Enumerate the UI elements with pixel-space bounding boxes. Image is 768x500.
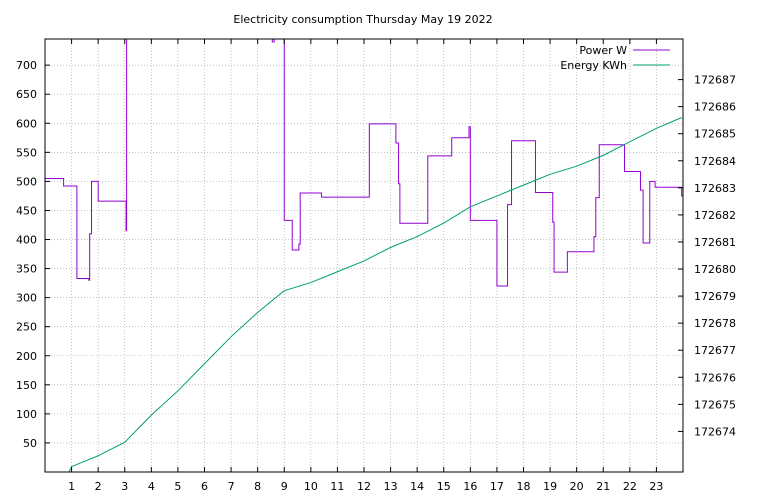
y2-tick-label: 172674 xyxy=(694,425,736,438)
y2-tick-label: 172679 xyxy=(694,290,736,303)
y-tick-label: 300 xyxy=(16,292,37,305)
x-tick-label: 6 xyxy=(201,480,208,493)
y-tick-label: 650 xyxy=(16,88,37,101)
y2-tick-label: 172678 xyxy=(694,317,736,330)
x-tick-label: 23 xyxy=(649,480,663,493)
x-tick-label: 1 xyxy=(68,480,75,493)
y-tick-label: 250 xyxy=(16,321,37,334)
y-tick-label: 700 xyxy=(16,59,37,72)
x-tick-label: 2 xyxy=(95,480,102,493)
x-tick-label: 11 xyxy=(330,480,344,493)
y2-tick-label: 172681 xyxy=(694,236,736,249)
x-tick-label: 15 xyxy=(437,480,451,493)
series-layer xyxy=(45,38,683,473)
series-line-energy-kwh xyxy=(68,117,682,473)
x-tick-label: 21 xyxy=(596,480,610,493)
y-tick-label: 350 xyxy=(16,263,37,276)
y2-tick-label: 172687 xyxy=(694,74,736,87)
y-tick-label: 550 xyxy=(16,146,37,159)
y2-tick-label: 172680 xyxy=(694,263,736,276)
y2-tick-label: 172682 xyxy=(694,209,736,222)
tick-layer: 1 2 3 4 5 6 7 8 9 10 11 12 13 14 15 16 17 18 19 20 21 22 23501… xyxy=(16,39,736,493)
legend-label: Power W xyxy=(579,44,627,57)
x-tick-label: 4 xyxy=(148,480,155,493)
x-tick-label: 14 xyxy=(410,480,424,493)
x-tick-label: 13 xyxy=(384,480,398,493)
x-tick-label: 19 xyxy=(543,480,557,493)
y-tick-label: 150 xyxy=(16,379,37,392)
y-tick-label: 450 xyxy=(16,204,37,217)
x-tick-label: 12 xyxy=(357,480,371,493)
y-tick-label: 600 xyxy=(16,117,37,130)
y2-tick-label: 172686 xyxy=(694,101,736,114)
y2-tick-label: 172685 xyxy=(694,128,736,141)
x-tick-label: 3 xyxy=(121,480,128,493)
legend: Power W Energy KWh xyxy=(560,44,670,72)
x-tick-label: 8 xyxy=(254,480,261,493)
x-tick-label: 17 xyxy=(490,480,504,493)
y2-tick-label: 172683 xyxy=(694,182,736,195)
y2-tick-label: 172684 xyxy=(694,155,736,168)
y2-tick-label: 172677 xyxy=(694,344,736,357)
x-tick-label: 7 xyxy=(228,480,235,493)
y2-tick-label: 172675 xyxy=(694,398,736,411)
series-line-power-w xyxy=(45,38,683,287)
y-tick-label: 50 xyxy=(23,437,37,450)
x-tick-label: 10 xyxy=(304,480,318,493)
y-tick-label: 200 xyxy=(16,350,37,363)
y-tick-label: 100 xyxy=(16,408,37,421)
chart-title: Electricity consumption Thursday May 19 … xyxy=(233,13,492,26)
y2-tick-label: 172676 xyxy=(694,371,736,384)
x-tick-label: 9 xyxy=(281,480,288,493)
x-tick-label: 18 xyxy=(517,480,531,493)
x-tick-label: 20 xyxy=(570,480,584,493)
legend-label: Energy KWh xyxy=(560,59,627,72)
x-tick-label: 22 xyxy=(623,480,637,493)
y-tick-label: 500 xyxy=(16,175,37,188)
x-tick-label: 5 xyxy=(174,480,181,493)
y-tick-label: 400 xyxy=(16,234,37,247)
x-tick-label: 16 xyxy=(463,480,477,493)
grid-layer xyxy=(45,39,683,472)
